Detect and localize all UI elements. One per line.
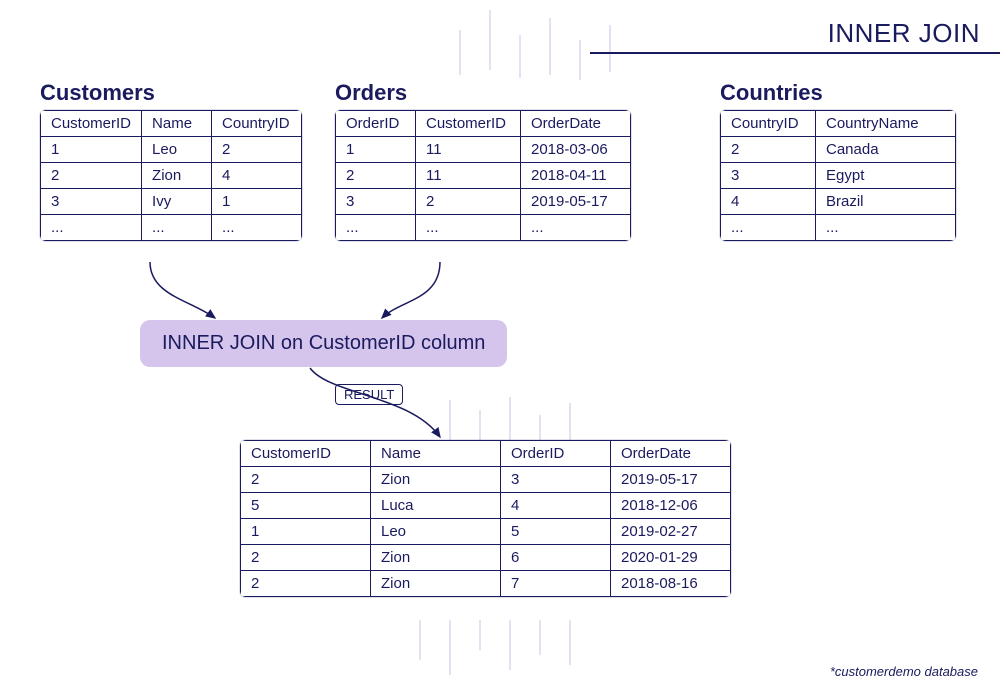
table-row: ......... [336, 215, 631, 241]
table-cell: Luca [371, 493, 501, 519]
table-cell: 4 [501, 493, 611, 519]
decorative-ticks-bottom [400, 620, 640, 680]
table-cell: Leo [142, 137, 212, 163]
table-cell: 5 [241, 493, 371, 519]
table-cell: ... [336, 215, 416, 241]
table-cell: ... [816, 215, 956, 241]
column-header: CustomerID [416, 111, 521, 137]
table-cell: Canada [816, 137, 956, 163]
decorative-ticks-top [430, 0, 670, 80]
table-row: 2Zion72018-08-16 [241, 571, 731, 597]
table-cell: 2018-12-06 [611, 493, 731, 519]
column-header: OrderDate [611, 441, 731, 467]
result-label: RESULT [335, 384, 403, 405]
orders-label: Orders [335, 80, 407, 106]
table-cell: 2 [336, 163, 416, 189]
table-row: 4Brazil [721, 189, 956, 215]
table-cell: 1 [41, 137, 142, 163]
decorative-ticks-mid [430, 395, 630, 445]
column-header: CountryID [212, 111, 302, 137]
table-cell: 2 [241, 571, 371, 597]
table-row: ......... [41, 215, 302, 241]
table-cell: 2 [416, 189, 521, 215]
table-row: 1Leo2 [41, 137, 302, 163]
table-row: 2Canada [721, 137, 956, 163]
join-box: INNER JOIN on CustomerID column [140, 320, 507, 367]
column-header: OrderDate [521, 111, 631, 137]
column-header: CountryID [721, 111, 816, 137]
table-cell: 2 [41, 163, 142, 189]
table-cell: Zion [371, 545, 501, 571]
column-header: Name [142, 111, 212, 137]
orders-table: OrderIDCustomerIDOrderDate1112018-03-062… [335, 110, 631, 241]
table-row: 2Zion4 [41, 163, 302, 189]
table-cell: ... [212, 215, 302, 241]
column-header: CountryName [816, 111, 956, 137]
table-cell: 4 [721, 189, 816, 215]
title-underline [590, 52, 1000, 54]
result-table: CustomerIDNameOrderIDOrderDate2Zion32019… [240, 440, 731, 597]
table-cell: ... [416, 215, 521, 241]
table-cell: ... [521, 215, 631, 241]
countries-label: Countries [720, 80, 823, 106]
table-cell: 5 [501, 519, 611, 545]
table-row: 2Zion62020-01-29 [241, 545, 731, 571]
table-cell: 3 [336, 189, 416, 215]
footnote: *customerdemo database [830, 664, 978, 679]
table-cell: 2018-03-06 [521, 137, 631, 163]
column-header: OrderID [336, 111, 416, 137]
table-row: 3Ivy1 [41, 189, 302, 215]
countries-table: CountryIDCountryName2Canada3Egypt4Brazil… [720, 110, 956, 241]
table-cell: 2018-08-16 [611, 571, 731, 597]
table-cell: ... [721, 215, 816, 241]
table-cell: Zion [142, 163, 212, 189]
table-row: 3Egypt [721, 163, 956, 189]
table-row: ...... [721, 215, 956, 241]
table-cell: 2020-01-29 [611, 545, 731, 571]
table-row: 1112018-03-06 [336, 137, 631, 163]
customers-label: Customers [40, 80, 155, 106]
table-cell: 4 [212, 163, 302, 189]
table-cell: Leo [371, 519, 501, 545]
table-cell: 1 [336, 137, 416, 163]
table-cell: 2 [241, 545, 371, 571]
table-cell: ... [142, 215, 212, 241]
table-cell: 2019-05-17 [611, 467, 731, 493]
table-cell: Zion [371, 571, 501, 597]
column-header: CustomerID [41, 111, 142, 137]
customers-table: CustomerIDNameCountryID1Leo22Zion43Ivy1.… [40, 110, 302, 241]
table-cell: 2019-02-27 [611, 519, 731, 545]
table-cell: 2 [721, 137, 816, 163]
page-title: INNER JOIN [828, 18, 980, 49]
table-cell: 3 [501, 467, 611, 493]
column-header: CustomerID [241, 441, 371, 467]
table-cell: ... [41, 215, 142, 241]
table-row: 5Luca42018-12-06 [241, 493, 731, 519]
column-header: Name [371, 441, 501, 467]
table-cell: 2 [241, 467, 371, 493]
table-cell: 6 [501, 545, 611, 571]
table-cell: Egypt [816, 163, 956, 189]
table-row: 1Leo52019-02-27 [241, 519, 731, 545]
column-header: OrderID [501, 441, 611, 467]
table-cell: 11 [416, 163, 521, 189]
table-cell: 2019-05-17 [521, 189, 631, 215]
table-cell: 2 [212, 137, 302, 163]
table-row: 2Zion32019-05-17 [241, 467, 731, 493]
table-cell: Zion [371, 467, 501, 493]
table-row: 2112018-04-11 [336, 163, 631, 189]
table-row: 322019-05-17 [336, 189, 631, 215]
table-cell: 1 [212, 189, 302, 215]
table-cell: 3 [721, 163, 816, 189]
table-cell: 1 [241, 519, 371, 545]
table-cell: 7 [501, 571, 611, 597]
table-cell: Ivy [142, 189, 212, 215]
table-cell: 3 [41, 189, 142, 215]
table-cell: 11 [416, 137, 521, 163]
table-cell: Brazil [816, 189, 956, 215]
table-cell: 2018-04-11 [521, 163, 631, 189]
